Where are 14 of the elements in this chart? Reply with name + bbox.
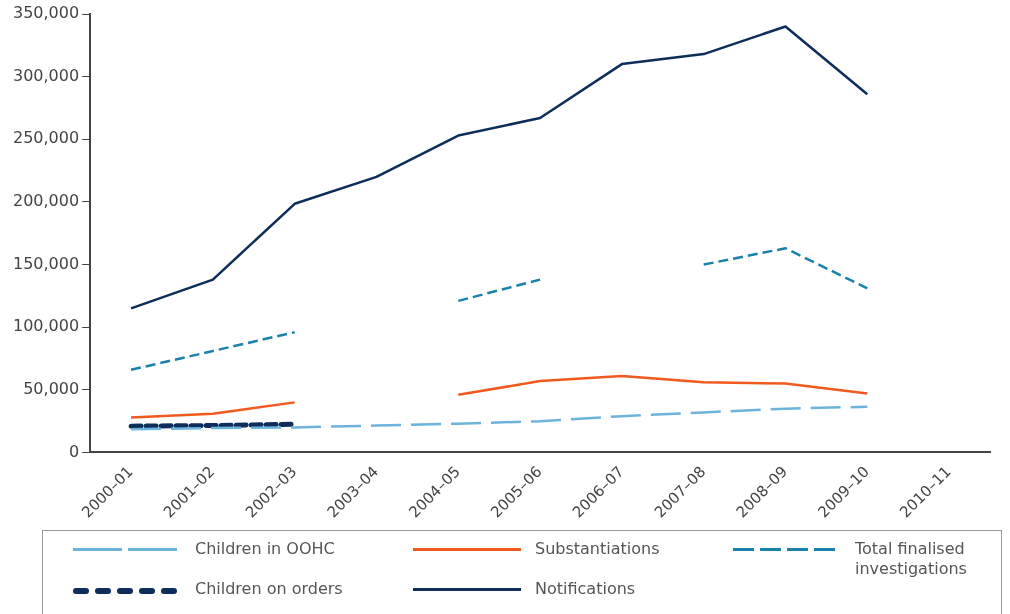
y-tick-label: 0 <box>68 441 80 461</box>
line-series <box>129 405 869 431</box>
legend-label: Total finalised investigations <box>855 539 968 579</box>
y-tick-label: 300,000 <box>12 65 80 85</box>
y-tick-label: 150,000 <box>12 253 80 273</box>
legend-label: Substantiations <box>535 539 660 559</box>
legend-label: Notifications <box>535 579 636 599</box>
y-tick-label: 200,000 <box>12 191 80 211</box>
legend-label: Children on orders <box>195 579 343 599</box>
y-tick-label: 250,000 <box>12 128 80 148</box>
y-tick-label: 350,000 <box>12 3 80 23</box>
y-tick-label: 50,000 <box>23 379 80 398</box>
y-tick-label: 100,000 <box>12 316 80 336</box>
legend-label: Children in OOHC <box>195 539 335 559</box>
